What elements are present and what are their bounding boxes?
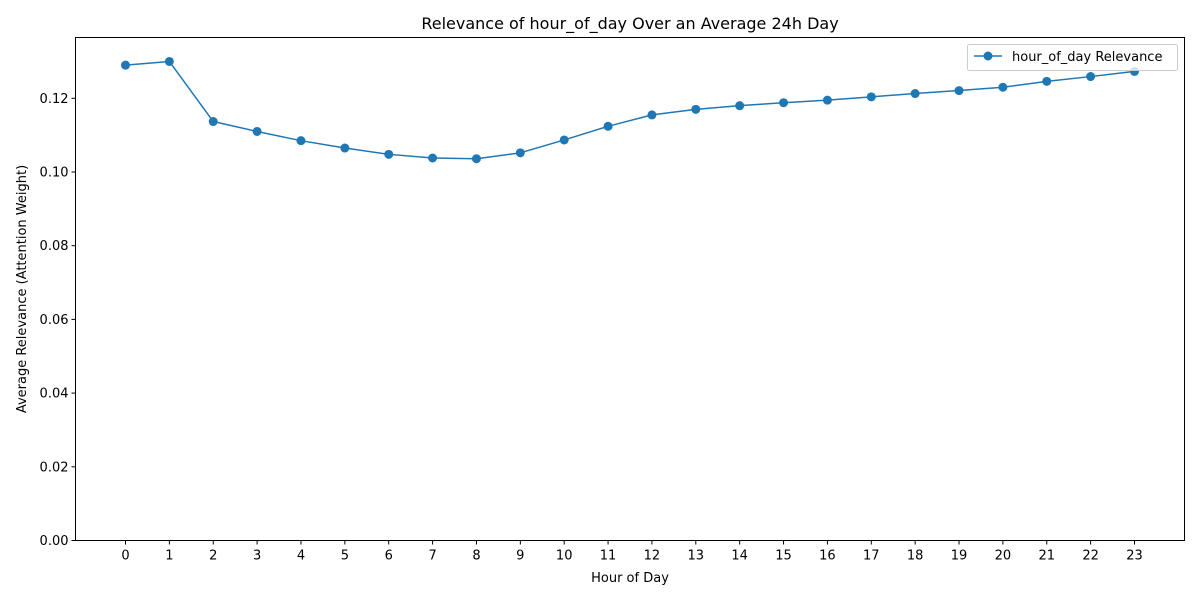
x-tick-label: 18: [907, 549, 924, 564]
x-tick-label: 3: [253, 549, 261, 564]
data-point: [428, 153, 438, 163]
data-point: [779, 98, 789, 108]
x-tick-label: 2: [209, 549, 217, 564]
series-layer: [121, 56, 1139, 164]
data-point: [164, 56, 174, 66]
x-tick-label: 4: [297, 549, 305, 564]
x-axis-label: Hour of Day: [591, 571, 669, 586]
data-point: [252, 126, 262, 136]
y-axis-label: Average Relevance (Attention Weight): [15, 165, 30, 413]
data-point: [208, 117, 218, 127]
y-tick-label: 0.02: [40, 460, 69, 475]
x-tick-label: 7: [428, 549, 436, 564]
data-point: [910, 89, 920, 99]
x-tick-label: 8: [472, 549, 480, 564]
data-point: [559, 135, 569, 145]
x-tick-label: 1: [165, 549, 173, 564]
legend-label: hour_of_day Relevance: [1012, 50, 1162, 65]
x-tick-label: 6: [385, 549, 393, 564]
x-tick-label: 22: [1082, 549, 1099, 564]
data-point: [384, 149, 394, 159]
y-tick-label: 0.06: [40, 313, 69, 328]
y-tick-label: 0.00: [40, 534, 69, 549]
data-point: [121, 60, 130, 70]
legend-frame: [967, 44, 1178, 71]
x-tick-label: 19: [951, 549, 968, 564]
data-point: [866, 92, 876, 102]
data-point: [1086, 72, 1096, 82]
data-point: [1042, 76, 1052, 86]
data-point: [954, 86, 964, 96]
data-point: [735, 101, 745, 111]
data-point: [471, 154, 481, 164]
data-point: [340, 143, 350, 153]
x-tick-label: 10: [556, 549, 573, 564]
data-point: [647, 110, 657, 120]
legend-marker: [983, 51, 993, 61]
x-tick-label: 9: [516, 549, 524, 564]
data-point: [998, 82, 1008, 92]
x-tick-label: 17: [863, 549, 880, 564]
x-axis: 0 1 2 3 4 5 6 7 8 9 10 11 12 13 14 15 16 17 18 19 20 21 22 23: [121, 540, 1143, 564]
x-tick-label: 23: [1126, 549, 1143, 564]
x-tick-label: 11: [600, 549, 617, 564]
x-tick-label: 15: [775, 549, 792, 564]
chart-title: Relevance of hour_of_day Over an Average…: [421, 14, 838, 34]
x-tick-label: 12: [644, 549, 661, 564]
legend: hour_of_day Relevance: [967, 44, 1178, 71]
plot-area: [75, 37, 1185, 541]
x-tick-label: 16: [819, 549, 836, 564]
x-tick-label: 14: [731, 549, 748, 564]
x-tick-label: 5: [341, 549, 349, 564]
y-tick-label: 0.08: [40, 239, 69, 254]
y-tick-label: 0.04: [40, 387, 69, 402]
data-point: [296, 136, 306, 146]
y-tick-label: 0.10: [40, 166, 69, 181]
x-tick-label: 20: [995, 549, 1012, 564]
series-line: [125, 60, 1135, 160]
data-point: [603, 121, 613, 131]
y-tick-label: 0.12: [40, 92, 69, 107]
y-axis: 0.00 0.02 0.04 0.06 0.08 0.10 0.12: [40, 92, 76, 549]
data-point: [691, 104, 701, 114]
x-tick-label: 13: [688, 549, 705, 564]
data-point: [822, 95, 832, 105]
data-point: [515, 148, 525, 158]
x-tick-label: 21: [1038, 549, 1055, 564]
x-tick-label: 0: [121, 549, 129, 564]
